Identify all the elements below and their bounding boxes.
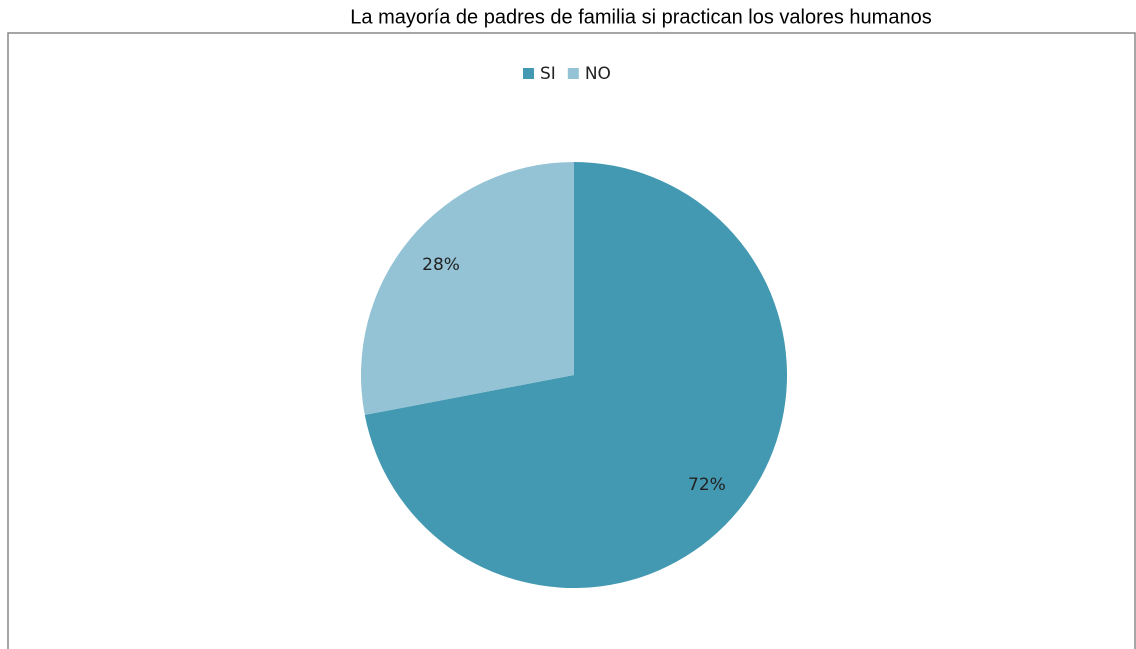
legend-swatch [523,68,534,79]
chart-frame [7,32,1136,649]
pie-slice [364,162,787,588]
legend-label: NO [585,64,611,84]
legend-swatch [567,68,579,79]
data-label: 28% [422,255,460,275]
pie-slice [361,162,574,415]
data-label: 72% [688,475,726,495]
chart-title: La mayoría de padres de familia si pract… [350,6,931,28]
legend-label: SI [540,64,556,84]
